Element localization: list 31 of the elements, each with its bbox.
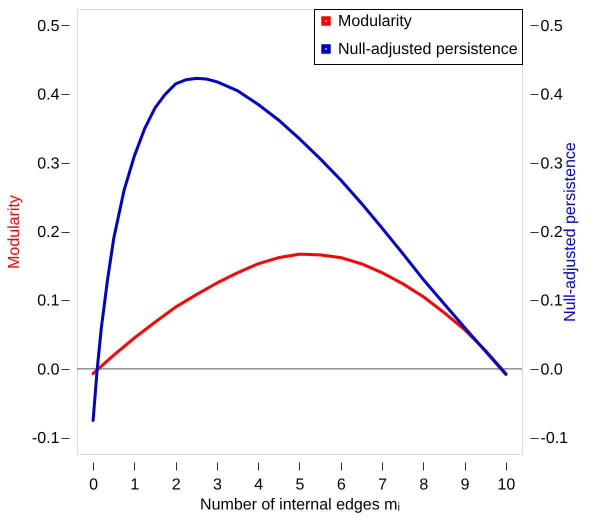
x-tick-label: 5 (296, 476, 305, 494)
x-tick-label: 2 (172, 476, 181, 494)
y2-tick-label: 0.4 (540, 86, 563, 104)
x-tick-label: 7 (378, 476, 388, 494)
y2-tick-label: 0.1 (540, 292, 563, 310)
y-tick-label: 0.4 (37, 86, 60, 104)
line-series (92, 76, 508, 422)
x-tick-label: 3 (212, 476, 222, 494)
y2-tick-label: 0.0 (540, 361, 563, 378)
y2-tick-label: 0.3 (540, 155, 563, 172)
y-tick-label: 0.0 (37, 361, 60, 378)
y2-tick-label: -0.1 (540, 430, 568, 448)
x-tick-label: 0 (89, 476, 98, 494)
y-tick-label: 0.2 (37, 224, 60, 241)
x-tick-label: 10 (498, 476, 516, 494)
x-tick-label: 1 (130, 476, 140, 494)
legend-label: Modularity (338, 13, 412, 30)
y2-tick-label: 0.2 (540, 224, 563, 241)
x-tick-label: 4 (254, 476, 264, 494)
y-tick-label: -0.1 (32, 430, 60, 448)
x-tick-label: 9 (460, 476, 470, 494)
y2-tick-label: 0.5 (540, 18, 563, 35)
legend-label: Null-adjusted persistence (338, 41, 518, 58)
y-axis-title: Modularity (6, 195, 23, 269)
y-tick-label: 0.5 (37, 18, 60, 35)
y-tick-label: 0.1 (37, 292, 60, 310)
x-axis-title: Number of internal edges mᵢ (200, 496, 400, 514)
x-tick-label: 6 (336, 476, 346, 494)
y-tick-label: 0.3 (37, 155, 60, 172)
y2-axis-title: Null-adjusted persistence (562, 142, 580, 322)
x-tick-label: 8 (419, 476, 428, 494)
